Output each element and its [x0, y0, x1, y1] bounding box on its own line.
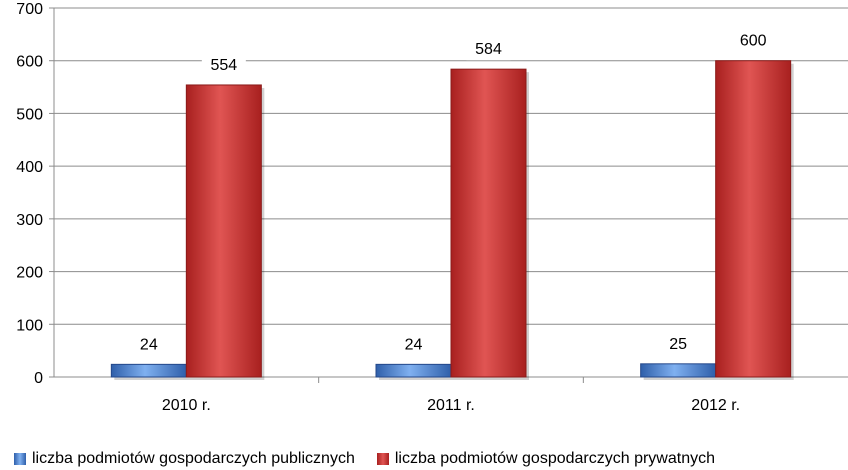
data-label: 584	[475, 41, 502, 58]
bars	[110, 60, 794, 381]
y-tick-label: 200	[16, 265, 43, 282]
legend-label-public: liczba podmiotów gospodarczych publiczny…	[32, 450, 355, 467]
legend: liczba podmiotów gospodarczych publiczny…	[14, 450, 715, 468]
y-tick-label: 700	[16, 1, 43, 18]
bar-private	[715, 60, 792, 378]
x-tick-label: 2012 r.	[691, 397, 740, 414]
legend-swatch-private	[376, 453, 389, 465]
legend-item-private: liczba podmiotów gospodarczych prywatnyc…	[376, 450, 715, 468]
data-label: 25	[669, 336, 687, 353]
y-tick-label: 100	[16, 317, 43, 334]
y-tick-label: 600	[16, 54, 43, 71]
legend-label-private: liczba podmiotów gospodarczych prywatnyc…	[394, 450, 715, 467]
legend-swatch-public	[14, 453, 26, 465]
data-label: 600	[740, 33, 767, 50]
bar-public	[110, 363, 187, 378]
y-tick-label: 300	[16, 212, 43, 229]
data-label-bg	[201, 53, 246, 76]
bar-private	[450, 68, 527, 378]
y-tick-label: 0	[34, 370, 43, 387]
data-label-bg	[466, 38, 511, 61]
legend-item-public: liczba podmiotów gospodarczych publiczny…	[14, 450, 355, 468]
data-label-bg	[656, 332, 701, 355]
data-label: 24	[405, 336, 423, 353]
data-label-bg	[731, 29, 776, 52]
data-label-bg	[126, 333, 171, 356]
y-tick-label: 500	[16, 106, 43, 123]
data-label: 554	[210, 57, 237, 74]
bar-private	[185, 84, 262, 378]
data-labels: 24 554 24 584 25 600	[126, 29, 776, 356]
x-tick-label: 2010 r.	[162, 397, 211, 414]
bar-public	[375, 363, 452, 378]
bar-public	[640, 363, 717, 378]
x-tick-label: 2011 r.	[427, 397, 475, 414]
tick-labels: 0 100 200 300 400 500 600 700 2010 r. 2011 r. 2012…	[16, 1, 740, 414]
data-label-bg	[391, 333, 436, 356]
data-label: 24	[140, 336, 158, 353]
y-tick-label: 400	[16, 159, 43, 176]
